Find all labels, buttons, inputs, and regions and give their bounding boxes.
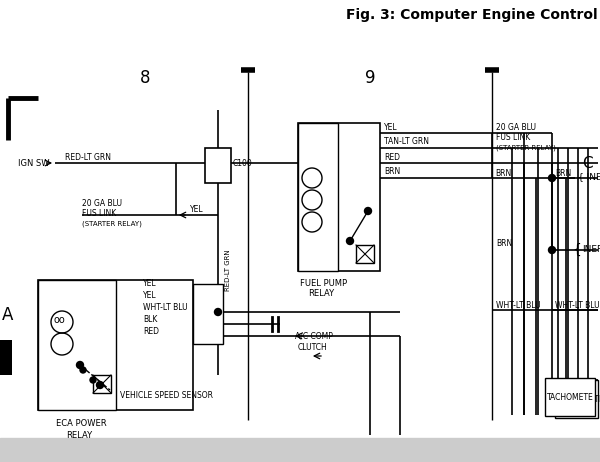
Text: YEL: YEL [384,122,398,132]
Text: BRN: BRN [496,239,512,249]
Circle shape [365,207,371,214]
Text: RED: RED [384,152,400,162]
Text: FUS LINK: FUS LINK [82,209,116,219]
Circle shape [77,361,83,369]
Bar [356,245,374,263]
Text: YEL: YEL [143,279,157,287]
Text: A/C COMP: A/C COMP [295,332,333,340]
Circle shape [548,175,556,182]
Bar [555,380,598,418]
Bar [193,284,223,344]
Text: RED-LT GRN: RED-LT GRN [65,152,111,162]
Text: FUS LINK: FUS LINK [496,134,530,142]
Text: {: { [572,243,581,257]
Text: YEL: YEL [190,205,203,213]
Text: 9: 9 [365,69,375,87]
Text: A: A [2,306,13,324]
Text: WHT-LT BLU: WHT-LT BLU [143,303,188,311]
Circle shape [215,309,221,316]
Text: 20 GA BLU: 20 GA BLU [496,123,536,133]
Bar [93,375,111,393]
Text: FUEL PUMP: FUEL PUMP [300,280,347,288]
Circle shape [80,367,86,373]
Bar [298,123,380,271]
Circle shape [548,247,556,254]
Text: TACHOMETE: TACHOMETE [558,395,600,405]
Bar [0,438,600,462]
Text: C: C [582,156,593,170]
Text: TACHOMETE: TACHOMETE [547,393,594,401]
Text: WHT-LT BLU: WHT-LT BLU [555,300,599,310]
Text: BRN: BRN [495,169,511,177]
Text: RED: RED [143,327,159,335]
Text: BRN: BRN [384,168,400,176]
Text: CLUTCH: CLUTCH [298,342,328,352]
Text: BRN: BRN [555,169,571,177]
Text: 20 GA BLU: 20 GA BLU [82,200,122,208]
Text: ECA POWER: ECA POWER [56,419,107,428]
Text: 8: 8 [140,69,150,87]
Text: RELAY: RELAY [308,290,334,298]
Text: Fig. 3: Computer Engine Control: Fig. 3: Computer Engine Control [346,8,598,22]
Circle shape [90,377,96,383]
Text: INER: INER [582,245,600,255]
Text: C100: C100 [233,158,253,168]
Text: IGN SW: IGN SW [18,158,49,168]
Text: TAN-LT GRN: TAN-LT GRN [384,138,429,146]
Bar [38,280,116,410]
Text: YEL: YEL [143,291,157,299]
Bar [0,340,12,375]
Text: RELAY: RELAY [66,431,92,439]
Bar [205,148,231,183]
Bar [38,280,193,410]
Bar [298,123,338,271]
Text: WHT-LT BLU: WHT-LT BLU [496,300,541,310]
Bar [545,378,595,416]
Text: (STARTER RELAY): (STARTER RELAY) [82,221,142,227]
Text: VEHICLE SPEED SENSOR: VEHICLE SPEED SENSOR [120,390,213,400]
Text: (STARTER RELAY): (STARTER RELAY) [496,145,556,151]
Text: BLK: BLK [143,315,157,323]
Text: RED-LT GRN: RED-LT GRN [225,249,231,291]
Circle shape [347,237,353,244]
Circle shape [97,382,104,389]
Text: { INER: { INER [578,172,600,182]
Text: oo: oo [54,315,66,325]
